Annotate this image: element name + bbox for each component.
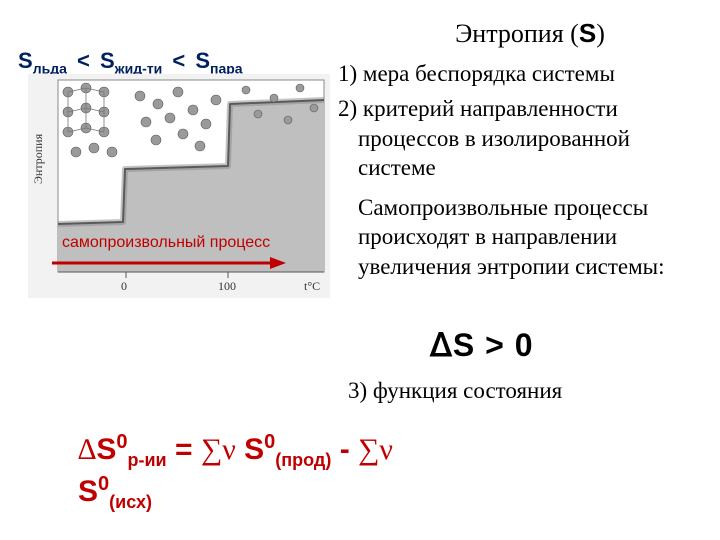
formula-sub-rxn: р-ии <box>128 450 167 470</box>
formula-sigma-2: ∑ <box>358 433 379 466</box>
title-paren-open: ( <box>570 19 579 48</box>
x-tick-100: 100 <box>218 279 236 293</box>
delta-s-inequality: ᐃS > 0 <box>430 326 534 364</box>
self-process-line-3: увеличения энтропии системы: <box>348 252 712 281</box>
formula-S-3: S <box>78 475 98 508</box>
right-column: Энтропия (S) 1) мера беспорядка системы … <box>348 18 712 281</box>
self-process-line-1: Самопроизвольные процессы <box>348 193 712 222</box>
formula-nu-2: ν <box>379 433 393 466</box>
x-tick-0: 0 <box>121 279 127 293</box>
formula-sup0-2: 0 <box>264 431 275 453</box>
s-ice-letter: S <box>18 48 33 73</box>
formula-S-2: S <box>244 433 264 466</box>
formula-sup0-1: 0 <box>116 431 127 453</box>
s-liquid-letter: S <box>100 48 115 73</box>
point-1: 1) мера беспорядка системы <box>348 59 712 88</box>
lt-2: < <box>168 48 189 73</box>
lt-1: < <box>73 48 94 73</box>
formula-minus: - <box>340 433 350 466</box>
x-unit: t°C <box>304 279 320 293</box>
point-2-num: 2) <box>338 96 357 121</box>
point-2-line-2: процессов в изолированной <box>348 124 712 153</box>
phase-entropy-inequality: Sльда < Sжид-ти < Sпара <box>18 48 243 76</box>
reaction-entropy-formula: ∆S0р-ии = ∑ν S0(прод) - ∑ν S0(исх) <box>78 430 638 513</box>
point-3-num: 3) <box>348 378 367 403</box>
formula-sup0-3: 0 <box>98 473 109 495</box>
point-2: 2) критерий направленности <box>348 94 712 123</box>
formula-sub-src: (исх) <box>109 492 152 512</box>
title-symbol: S <box>579 18 596 48</box>
formula-eq: = <box>175 433 193 466</box>
title-word: Энтропия <box>455 19 564 48</box>
formula-nu-1: ν <box>222 433 236 466</box>
self-process-line-2: происходят в направлении <box>348 222 712 251</box>
spontaneous-arrow-icon <box>52 256 286 270</box>
page-title: Энтропия (S) <box>348 18 712 49</box>
s-vapor-letter: S <box>195 48 210 73</box>
formula-S-1: S <box>96 433 116 466</box>
point-1-text: мера беспорядка системы <box>363 61 615 86</box>
formula-sigma-1: ∑ <box>201 433 222 466</box>
y-axis-label: Энтропия <box>31 133 45 184</box>
title-paren-close: ) <box>596 19 605 48</box>
point-1-num: 1) <box>338 61 357 86</box>
point-3: 3) функция состояния <box>348 378 562 404</box>
point-2-line-3: системе <box>348 153 712 182</box>
point-2-line-1: критерий направленности <box>363 96 618 121</box>
point-3-text: функция состояния <box>373 378 562 403</box>
formula-delta: ∆ <box>78 433 96 466</box>
formula-sub-prod: (прод) <box>275 450 331 470</box>
spontaneous-process-label: самопроизвольный процесс <box>62 234 270 252</box>
